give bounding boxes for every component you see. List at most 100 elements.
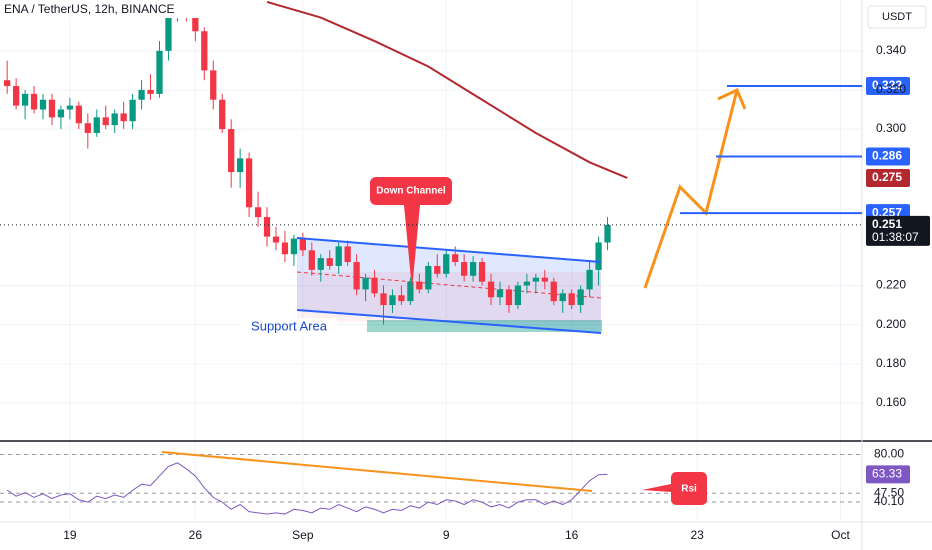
rsi-tick-label: 47.50 [874, 485, 904, 499]
candle-body [147, 89, 154, 94]
candle-body [469, 262, 477, 276]
chart-title: ENA / TetherUS, 12h, BINANCE [4, 2, 175, 16]
annotation: Down Channel [376, 186, 446, 197]
candle-body [237, 158, 244, 173]
candle-body [353, 262, 360, 290]
candle-body [389, 295, 396, 306]
y-tick-label: 0.320 [876, 82, 906, 96]
candle-body [416, 281, 423, 290]
candle-body [12, 86, 20, 106]
candle-body [308, 250, 315, 270]
rsi-tick-label: 80.00 [874, 447, 904, 461]
rsi-tag-label: 63.33 [872, 467, 902, 481]
price-tag-label: 0.251 [872, 217, 902, 231]
price-tag-label: 0.286 [872, 149, 902, 163]
channel-fill [297, 238, 601, 333]
candle-body [407, 281, 414, 302]
candle-body [487, 281, 495, 298]
candle-body [577, 289, 584, 306]
candle-body [380, 293, 387, 306]
forecast-arrow [643, 89, 739, 289]
arrow-head [717, 87, 747, 110]
candle-body [111, 113, 118, 126]
price-tag [866, 168, 910, 187]
candle-body [452, 254, 459, 263]
candle-body [48, 99, 56, 118]
candle-body [254, 207, 262, 218]
candle-body [272, 236, 280, 243]
candle-body [326, 258, 333, 266]
candle-body [156, 50, 163, 94]
currency: USDT [882, 11, 912, 23]
candle-body [541, 277, 548, 282]
annotation: Support Area [251, 318, 328, 333]
moving-average [266, 0, 628, 179]
candle-body [362, 277, 369, 290]
y-tick-label: 0.200 [876, 317, 906, 331]
candle-body [281, 242, 289, 255]
candle-body [344, 246, 351, 263]
candle-body [550, 281, 557, 302]
candle-body [39, 99, 47, 110]
candle-body [201, 31, 208, 71]
candle-body [595, 242, 602, 270]
annotation: Rsi [681, 484, 697, 495]
channel-top [296, 237, 602, 263]
rsi-tick-label: 40.10 [874, 494, 904, 508]
callout [642, 472, 707, 505]
candle-body [505, 289, 513, 306]
price-tag [866, 215, 930, 246]
x-tick-label: 19 [63, 528, 77, 542]
currency-box [867, 5, 927, 29]
countdown: 01:38:07 [872, 230, 919, 244]
candle-body [523, 281, 531, 286]
candle-body [586, 269, 593, 290]
candle-body [120, 113, 127, 122]
candle-body [129, 99, 136, 122]
candle-body [30, 93, 38, 110]
candle-body [371, 277, 378, 294]
candle-body [263, 217, 271, 237]
candle-body [57, 109, 65, 118]
candle-body [21, 93, 29, 106]
candle-body [290, 238, 298, 255]
price-tag [866, 147, 910, 166]
candle-body [93, 117, 100, 133]
candle-body [532, 277, 539, 282]
candle-body [443, 254, 450, 274]
candle-body [425, 265, 432, 290]
rsi-line [6, 462, 608, 515]
candle-body [192, 11, 199, 32]
candle-body [66, 105, 74, 110]
y-tick-label: 0.180 [876, 356, 906, 370]
channel-mid [296, 271, 602, 299]
candle-body [299, 238, 307, 251]
price-tag [866, 77, 910, 96]
label-bg [240, 318, 338, 336]
candle-body [245, 158, 253, 208]
rsi-trendline [161, 451, 593, 492]
candle-body [138, 89, 145, 100]
candle-body [75, 105, 82, 124]
candle-body [559, 293, 566, 302]
candle-body [165, 1, 172, 51]
candle-body [461, 262, 468, 276]
x-tick-label: 23 [690, 528, 704, 542]
y-tick-label: 0.340 [876, 43, 906, 57]
price-tag-label: 0.257 [872, 205, 902, 219]
channel-bottom [296, 309, 602, 334]
candle-body [398, 295, 405, 302]
x-tick-label: 9 [443, 528, 450, 542]
candle-body [335, 246, 342, 266]
candle-body [317, 258, 324, 270]
candle-body [514, 285, 522, 306]
rsi-tag [866, 465, 910, 484]
x-tick-label: 26 [189, 528, 203, 542]
callout [370, 177, 452, 290]
candle-body [102, 117, 109, 126]
candle-body [4, 80, 11, 87]
candle-body [434, 265, 441, 274]
y-tick-label: 0.300 [876, 121, 906, 135]
candle-body [496, 289, 504, 298]
